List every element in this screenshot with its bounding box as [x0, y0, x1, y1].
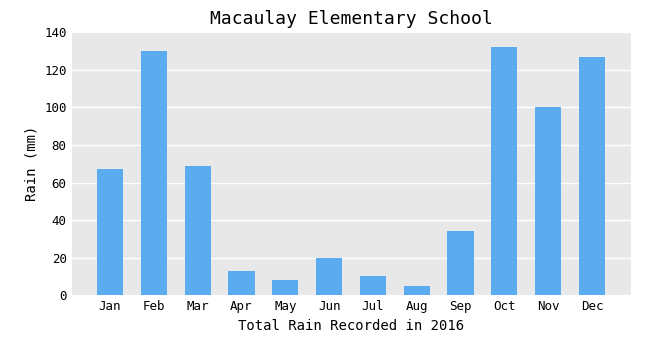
Bar	[272, 280, 298, 295]
Bar	[578, 57, 605, 295]
Bar	[185, 166, 211, 295]
Bar	[359, 276, 386, 295]
Title: Macaulay Elementary School: Macaulay Elementary School	[209, 10, 493, 28]
Bar	[97, 170, 124, 295]
Bar	[404, 286, 430, 295]
Bar	[228, 271, 255, 295]
Bar	[535, 108, 562, 295]
Bar	[140, 51, 167, 295]
X-axis label: Total Rain Recorded in 2016: Total Rain Recorded in 2016	[238, 319, 464, 333]
Y-axis label: Rain (mm): Rain (mm)	[25, 126, 38, 202]
Bar	[447, 231, 474, 295]
Bar	[491, 48, 517, 295]
Bar	[316, 258, 343, 295]
